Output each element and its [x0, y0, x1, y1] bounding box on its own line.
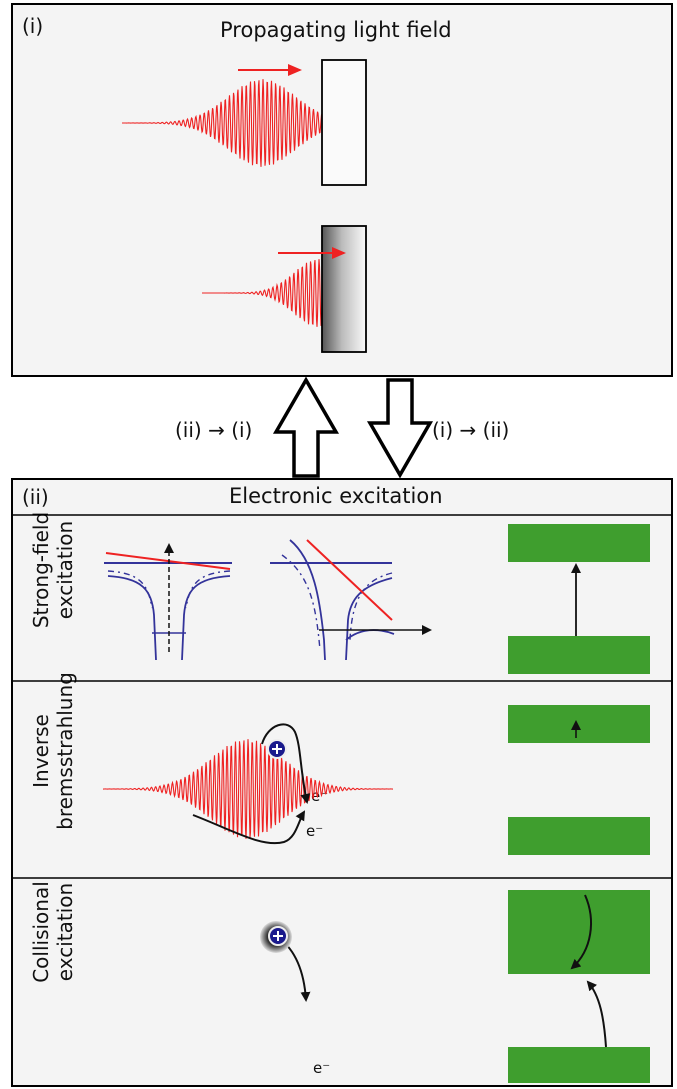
ib-electron-label: e⁻ — [306, 822, 324, 840]
laser-pulse-ib — [103, 739, 393, 839]
panel-i-label: (i) — [22, 14, 44, 38]
conduction-band-ib — [508, 705, 650, 743]
potential-well-tunneling — [270, 539, 432, 661]
band-diagram-ib — [508, 705, 650, 855]
conduction-band — [508, 524, 650, 562]
panel-ii-label: (ii) — [22, 485, 49, 509]
target-slab-transparent — [321, 59, 367, 186]
valence-band-coll — [508, 1047, 650, 1083]
target-slab-excited — [321, 225, 367, 353]
arrow-down-outline-icon — [366, 378, 434, 479]
plus-ion-icon — [260, 921, 292, 953]
band-diagram-collisional — [508, 890, 650, 1083]
valence-band-ib — [508, 817, 650, 855]
laser-pulse-incoming — [122, 79, 359, 167]
ib-electron-trajectory — [261, 723, 311, 804]
arrow-up-outline-icon — [272, 376, 340, 478]
transition-up-label: (ii) → (i) — [175, 418, 253, 442]
collision-electron-label-1: e⁻ — [311, 787, 329, 805]
collision-electron-label-2: e⁻ — [313, 1059, 331, 1077]
panel-electronic-excitation — [11, 478, 673, 1087]
transition-down-label: (i) → (ii) — [432, 418, 510, 442]
panel-i-title: Propagating light field — [220, 18, 452, 42]
valence-band — [508, 636, 650, 674]
collision-trajectories — [192, 810, 311, 1002]
plus-ion-icon — [267, 739, 287, 759]
potential-well-multiphoton — [104, 543, 232, 661]
band-diagram-strong-field — [508, 524, 650, 674]
panel-ii-title: Electronic excitation — [229, 484, 443, 508]
